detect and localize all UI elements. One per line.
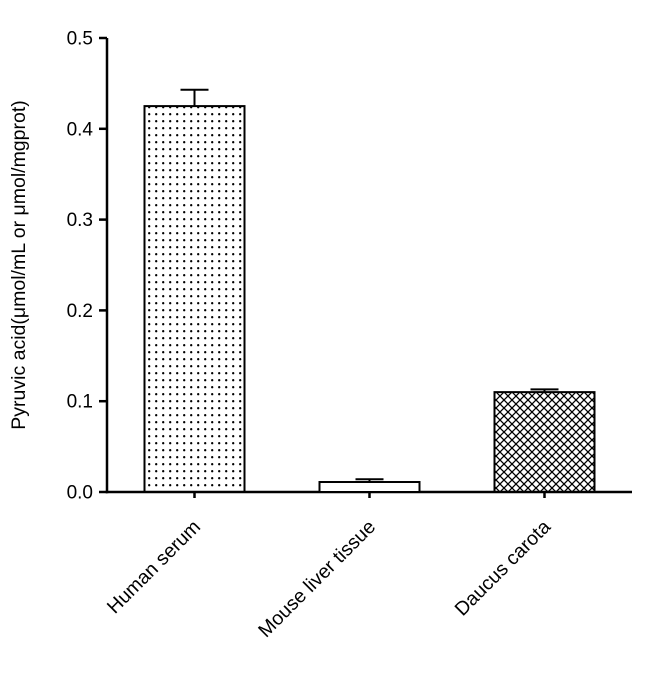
- bar: [318, 481, 421, 493]
- x-category-label: Daucus carota: [451, 516, 556, 621]
- y-tick-label: 0.5: [67, 29, 93, 50]
- x-category-label: Mouse liver tissue: [254, 516, 380, 642]
- y-axis-label: Pyruvic acid(μmol/mL or μmol/mgprot): [8, 100, 30, 429]
- y-tick-label: 0.0: [67, 483, 93, 504]
- y-tick-label: 0.3: [67, 210, 93, 231]
- x-category-label: Human serum: [103, 516, 205, 618]
- bar: [493, 391, 596, 493]
- bar: [143, 105, 246, 493]
- y-tick-label: 0.1: [67, 392, 93, 413]
- y-tick-label: 0.2: [67, 301, 93, 322]
- y-tick-label: 0.4: [67, 119, 94, 140]
